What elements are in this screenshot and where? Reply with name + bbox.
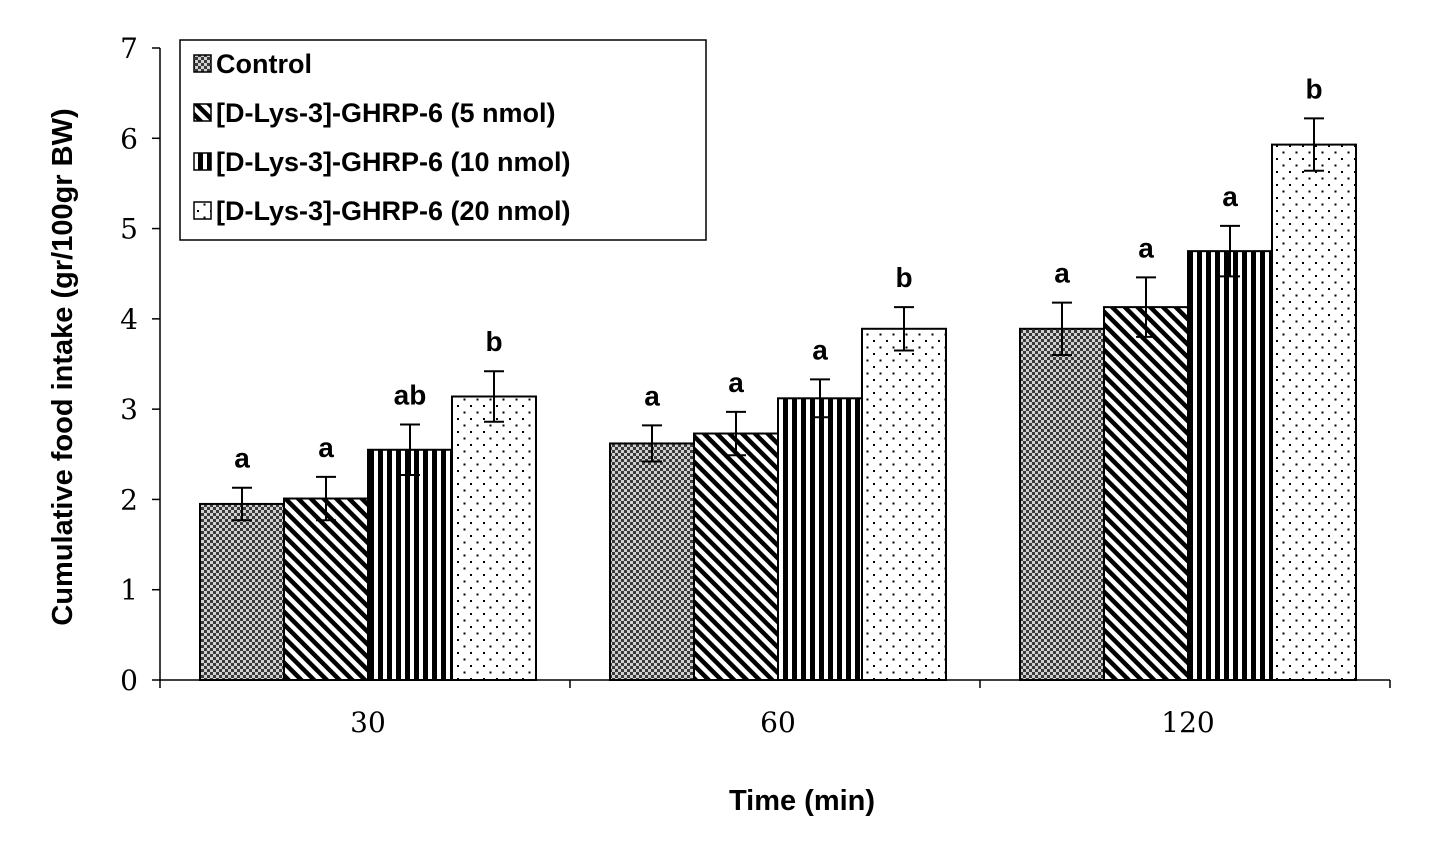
legend-label: [D-Lys-3]-GHRP-6 (20 nmol)	[216, 196, 571, 226]
bar	[693, 432, 779, 681]
legend-swatch	[193, 103, 212, 122]
significance-label: a	[318, 432, 334, 463]
bar	[1103, 306, 1189, 681]
x-tick-label: 60	[760, 706, 796, 739]
legend: Control [D-Lys-3]-GHRP-6 (5 nmol) [D-Lys-3…	[179, 39, 707, 241]
bar	[451, 395, 537, 681]
bar	[1187, 250, 1273, 681]
significance-label: a	[728, 367, 744, 398]
bar	[199, 502, 285, 682]
bar	[861, 327, 947, 681]
significance-label: a	[1222, 181, 1238, 212]
y-tick-label: 0	[120, 664, 138, 697]
significance-label: a	[812, 334, 828, 365]
y-tick-label: 1	[120, 574, 138, 607]
bar	[367, 448, 453, 681]
significance-label: a	[1138, 232, 1154, 263]
bar	[283, 497, 369, 682]
legend-swatch	[193, 54, 212, 73]
legend-label: [D-Lys-3]-GHRP-6 (10 nmol)	[216, 147, 571, 177]
y-tick-label: 6	[120, 122, 138, 155]
legend-label: [D-Lys-3]-GHRP-6 (5 nmol)	[216, 98, 556, 128]
y-tick-label: 3	[120, 393, 138, 426]
y-axis-title: Cumulative food intake (gr/100gr BW)	[47, 108, 79, 625]
bar	[609, 442, 695, 681]
significance-label: ab	[394, 379, 427, 410]
y-tick-label: 4	[120, 303, 138, 336]
significance-label: b	[485, 326, 502, 357]
significance-label: b	[895, 262, 912, 293]
x-tick-label: 120	[1161, 706, 1214, 739]
significance-label: a	[234, 443, 250, 474]
significance-label: a	[644, 380, 660, 411]
bar	[1019, 327, 1105, 681]
bar	[777, 397, 863, 681]
legend-swatch	[193, 201, 212, 220]
y-tick-label: 2	[120, 483, 138, 516]
legend-label: Control	[216, 49, 312, 79]
y-tick-label: 7	[120, 32, 138, 65]
significance-label: b	[1305, 73, 1322, 104]
x-tick-label: 30	[350, 706, 386, 739]
legend-box	[179, 39, 707, 241]
y-tick-label: 5	[120, 213, 138, 246]
axes: 0 1 2 3 4 5 6 7 30 60 120	[120, 32, 1391, 739]
x-axis-title: Time (min)	[729, 785, 875, 817]
legend-swatch	[193, 152, 212, 171]
significance-label: a	[1054, 258, 1070, 289]
bar	[1271, 143, 1357, 681]
